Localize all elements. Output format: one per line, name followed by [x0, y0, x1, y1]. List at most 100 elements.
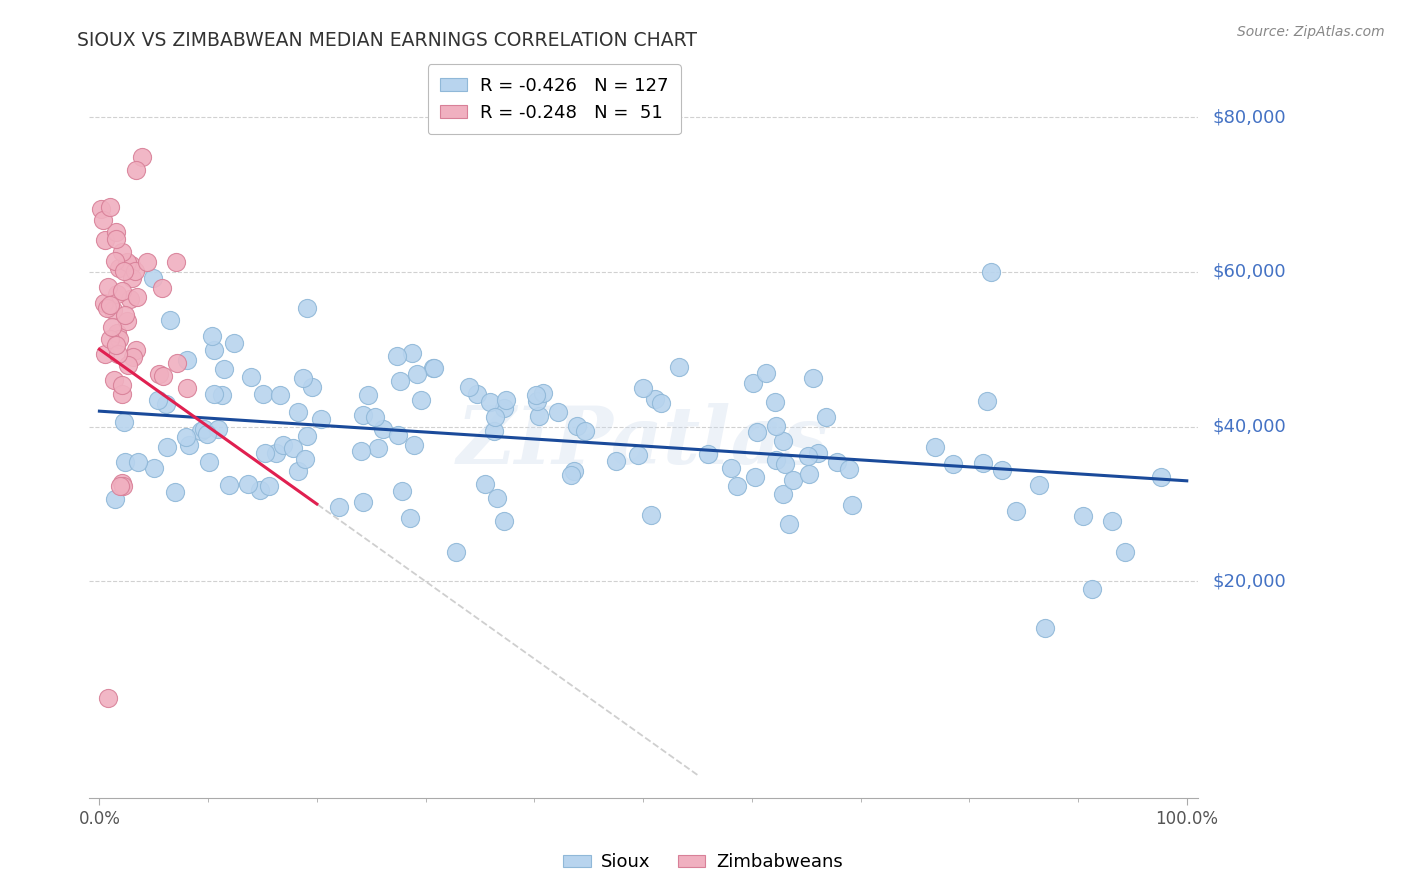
Point: [108, 261, 131, 276]
Point: [465, 387, 488, 401]
Point: [402, 438, 425, 452]
Legend: Sioux, Zimbabweans: Sioux, Zimbabweans: [557, 847, 849, 879]
Point: [190, 424, 212, 438]
Point: [799, 467, 821, 482]
Text: $80,000: $80,000: [1212, 108, 1285, 126]
Point: [108, 332, 131, 346]
Text: $40,000: $40,000: [1212, 417, 1286, 435]
Point: [174, 429, 197, 443]
Point: [991, 462, 1014, 476]
Text: SIOUX VS ZIMBABWEAN MEDIAN EARNINGS CORRELATION CHART: SIOUX VS ZIMBABWEAN MEDIAN EARNINGS CORR…: [77, 31, 697, 50]
Point: [105, 225, 128, 239]
Point: [201, 329, 224, 343]
Point: [1150, 469, 1173, 483]
Point: [97, 690, 120, 705]
Point: [942, 457, 965, 471]
Point: [100, 201, 122, 215]
Point: [114, 308, 136, 322]
Point: [202, 343, 225, 358]
Point: [782, 474, 804, 488]
Point: [363, 409, 385, 424]
Point: [295, 429, 318, 443]
Point: [100, 332, 122, 346]
Point: [124, 163, 146, 178]
Point: [131, 150, 153, 164]
Point: [409, 392, 432, 407]
Point: [142, 271, 165, 285]
Text: $60,000: $60,000: [1212, 263, 1285, 281]
Point: [159, 312, 181, 326]
Point: [668, 360, 690, 375]
Point: [287, 405, 309, 419]
Point: [387, 349, 409, 363]
Point: [117, 358, 139, 372]
Point: [295, 301, 318, 315]
Text: ZIPatlas: ZIPatlas: [457, 403, 830, 480]
Point: [93, 347, 115, 361]
Point: [972, 456, 994, 470]
Point: [148, 367, 170, 381]
Point: [101, 320, 124, 334]
Point: [773, 457, 796, 471]
Point: [352, 494, 374, 508]
Point: [294, 451, 316, 466]
Point: [605, 453, 627, 467]
Point: [104, 254, 127, 268]
Point: [801, 371, 824, 385]
Point: [387, 428, 409, 442]
Point: [765, 452, 787, 467]
Point: [146, 392, 169, 407]
Point: [120, 258, 142, 272]
Point: [266, 446, 288, 460]
Point: [111, 244, 134, 259]
Point: [697, 447, 720, 461]
Point: [640, 508, 662, 522]
Point: [778, 517, 800, 532]
Point: [93, 296, 115, 310]
Point: [627, 448, 650, 462]
Point: [1101, 514, 1123, 528]
Point: [725, 478, 748, 492]
Point: [94, 233, 117, 247]
Point: [105, 232, 128, 246]
Point: [257, 478, 280, 492]
Point: [111, 479, 134, 493]
Point: [252, 386, 274, 401]
Point: [111, 386, 134, 401]
Point: [495, 393, 517, 408]
Point: [567, 419, 589, 434]
Point: [125, 290, 148, 304]
Point: [484, 410, 506, 425]
Point: [352, 408, 374, 422]
Point: [357, 387, 380, 401]
Point: [482, 425, 505, 439]
Text: $20,000: $20,000: [1212, 573, 1286, 591]
Point: [291, 370, 314, 384]
Point: [763, 394, 786, 409]
Point: [796, 449, 818, 463]
Point: [1081, 582, 1104, 596]
Point: [401, 346, 423, 360]
Point: [281, 441, 304, 455]
Point: [1114, 545, 1136, 559]
Point: [115, 255, 138, 269]
Point: [486, 491, 509, 505]
Point: [111, 476, 134, 491]
Point: [531, 386, 554, 401]
Point: [391, 484, 413, 499]
Point: [644, 392, 666, 406]
Point: [97, 279, 120, 293]
Point: [765, 419, 787, 434]
Point: [166, 356, 188, 370]
Point: [224, 335, 246, 350]
Point: [111, 378, 134, 392]
Point: [124, 264, 146, 278]
Point: [105, 287, 128, 301]
Text: Source: ZipAtlas.com: Source: ZipAtlas.com: [1237, 25, 1385, 39]
Point: [104, 492, 127, 507]
Point: [838, 462, 860, 476]
Point: [105, 326, 128, 341]
Point: [111, 284, 134, 298]
Point: [720, 461, 742, 475]
Point: [745, 425, 768, 440]
